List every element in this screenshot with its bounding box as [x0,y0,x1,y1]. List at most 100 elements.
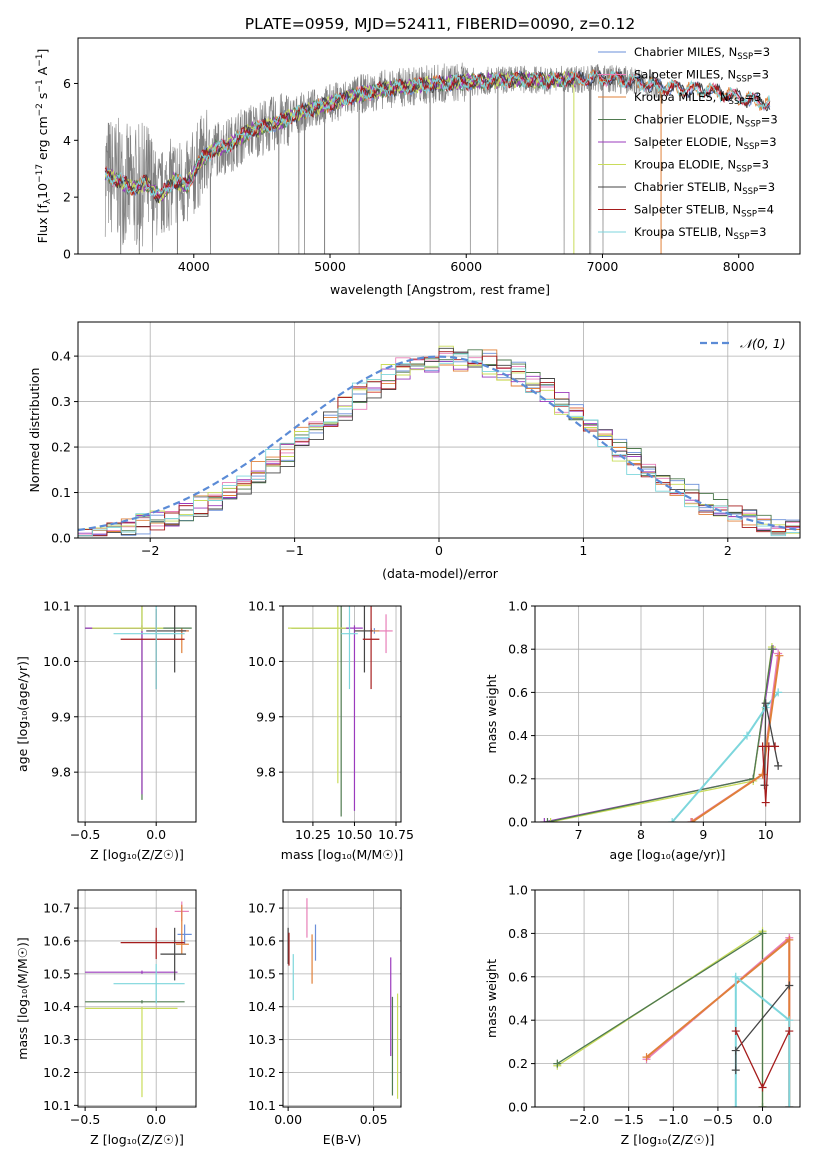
ytick-label: 10.0 [43,654,71,669]
xtick-label: −0.5 [70,827,100,842]
chabrier-elodie-marker [553,1059,562,1068]
spectrum-xtick-label: 6000 [450,259,482,274]
panel-frame [282,605,402,823]
chabrier-stelib-marker [731,1066,740,1075]
xtick-label: −0.5 [70,1112,100,1127]
spectrum-ylabel-part: A [35,66,50,79]
legend-label-chabrier-stelib: Chabrier STELIB, NSSP=3 [634,180,775,197]
salpeter-stelib-marker [785,1027,794,1036]
ytick-label: 10.5 [43,966,71,981]
ytick-label: 0.2 [508,1056,528,1071]
kroupa-elodie-weight-line [550,646,773,822]
spectrum-ylabel-part: −2 [35,103,45,116]
kroupa-miles-marker [785,935,794,944]
chabrier-elodie-marker [543,818,552,822]
residual-xtick-label: −1 [285,543,303,558]
legend-sub: SSP [741,210,757,220]
ytick-label: 0.6 [508,969,528,984]
ytick-label: 9.8 [256,765,276,780]
legend-sub: SSP [742,187,758,197]
spectrum-xtick-label: 7000 [587,259,619,274]
weight-vs-age-panel: 7 8 9 10 0.0 0.2 0.4 0.6 0.8 1.0 age [log₁₀(age/yr… [484,599,801,862]
residual-xlabel: (data-model)/error [382,566,499,581]
spectrum-ylabel-part: Flux [f [35,204,50,244]
xtick-label: 9 [699,827,707,842]
legend-sub: SSP [737,52,753,62]
kroupa-miles-marker [688,818,697,822]
chabrier-elodie-marker [758,1103,767,1107]
normal-legend-label: 𝒩(0, 1) [740,336,786,351]
spectrum-ytick-label: 0 [63,247,71,262]
kroupa-stelib-marker [668,818,677,822]
spectrum-plot-area [104,62,771,254]
panel-ylabel: mass weight [484,959,499,1038]
salpeter-miles-marker [686,818,695,822]
legend-text: Salpeter STELIB, N [634,203,741,217]
panel-frame [534,889,801,1108]
legend-suffix: =3 [752,158,769,172]
chabrier-elodie-marker [758,929,767,938]
ytick-label: 0.8 [508,642,528,657]
spectrum-ylabel: Flux [fλ10−17 erg cm−2 s−1 A−1] [35,49,53,244]
residual-histograms [77,345,801,537]
xtick-label: 0.0 [753,1112,773,1127]
spectrum-xtick-label: 8000 [723,259,755,274]
xtick-label: −1.0 [658,1112,688,1127]
chabrier-stelib-marker [761,699,770,708]
ytick-label: 9.9 [256,709,276,724]
chabrier-stelib-histogram [78,347,800,537]
mass-vs-ebv-panel: 0.00 0.05 10.1 10.2 10.3 10.4 10.5 10.6 10.7 E(B-… [248,889,402,1147]
residual-histogram-panel: −2 −1 0 1 2 0.0 0.1 0.2 0.3 0.4 (data-model)/erro… [27,321,801,581]
spectrum-ylabel-part: ] [35,49,50,54]
spectrum-xlabel: wavelength [Angstrom, rest frame] [330,282,550,297]
ytick-label: 10.1 [248,599,276,614]
legend-suffix: =3 [749,225,766,239]
panel-xlabel: E(B-V) [323,1132,362,1147]
ytick-label: 10.1 [248,1098,276,1113]
xtick-label: −1.5 [614,1112,644,1127]
chabrier-elodie-marker [767,645,776,654]
kroupa-stelib-marker [785,1016,794,1025]
age-vs-metallicity-panel: −0.5 0.0 9.8 9.9 10.0 10.1 Z [log₁₀(Z/Z☉)] age … [15,599,197,862]
residual-legend: 𝒩(0, 1) [700,336,786,351]
xtick-label: 8 [637,827,645,842]
legend-label-chabrier-elodie: Chabrier ELODIE, NSSP=3 [634,113,778,130]
ytick-label: 10.6 [248,933,276,948]
spectrum-ylabel-part: s [35,93,50,104]
legend-sub: SSP [734,232,750,242]
spectrum-xtick-label: 5000 [314,259,346,274]
spectrum-xtick-label: 4000 [178,259,210,274]
spectrum-frame [77,37,801,255]
residual-xtick-label: −2 [141,543,159,558]
kroupa-stelib-marker [731,972,740,981]
panel-xlabel: age [log₁₀(age/yr)] [610,847,726,862]
salpeter-miles-marker [774,649,783,658]
residual-ytick-label: 0.0 [51,531,71,546]
xtick-label: −0.5 [703,1112,733,1127]
spectrum-ylabel-part: −1 [35,54,45,67]
residual-ytick-label: 0.1 [51,485,71,500]
ytick-label: 0.0 [508,1100,528,1115]
legend-label-kroupa-miles: Kroupa MILES, NSSP=3 [634,90,761,107]
kroupa-stelib-marker [774,688,783,697]
spectrum-ytick-label: 4 [63,133,71,148]
ytick-label: 0.4 [508,1013,528,1028]
spectrum-panel: 4000 5000 6000 7000 8000 0 2 4 6 wavelength [Ang… [35,37,801,297]
xtick-label: 0.05 [360,1112,388,1127]
xtick-label: 7 [575,827,583,842]
spectrum-ytick-label: 6 [63,76,71,91]
panel-content [287,898,399,1099]
chabrier-stelib-marker [785,981,794,990]
spectrum-ylabel-part: −17 [35,164,45,183]
panel-frame [534,605,801,823]
ytick-label: 10.7 [43,901,71,916]
mass-vs-metallicity-panel: −0.5 0.0 10.1 10.2 10.3 10.4 10.5 10.6 10.7 Z [lo… [15,889,197,1147]
salpeter-elodie-marker [540,818,549,822]
ytick-label: 10.0 [248,654,276,669]
panel-frame [282,889,402,1108]
legend-suffix: =3 [760,135,777,149]
ytick-label: 10.3 [43,1032,71,1047]
ytick-label: 10.2 [248,1065,276,1080]
legend-sub: SSP [736,165,752,175]
legend-sub: SSP [744,142,760,152]
